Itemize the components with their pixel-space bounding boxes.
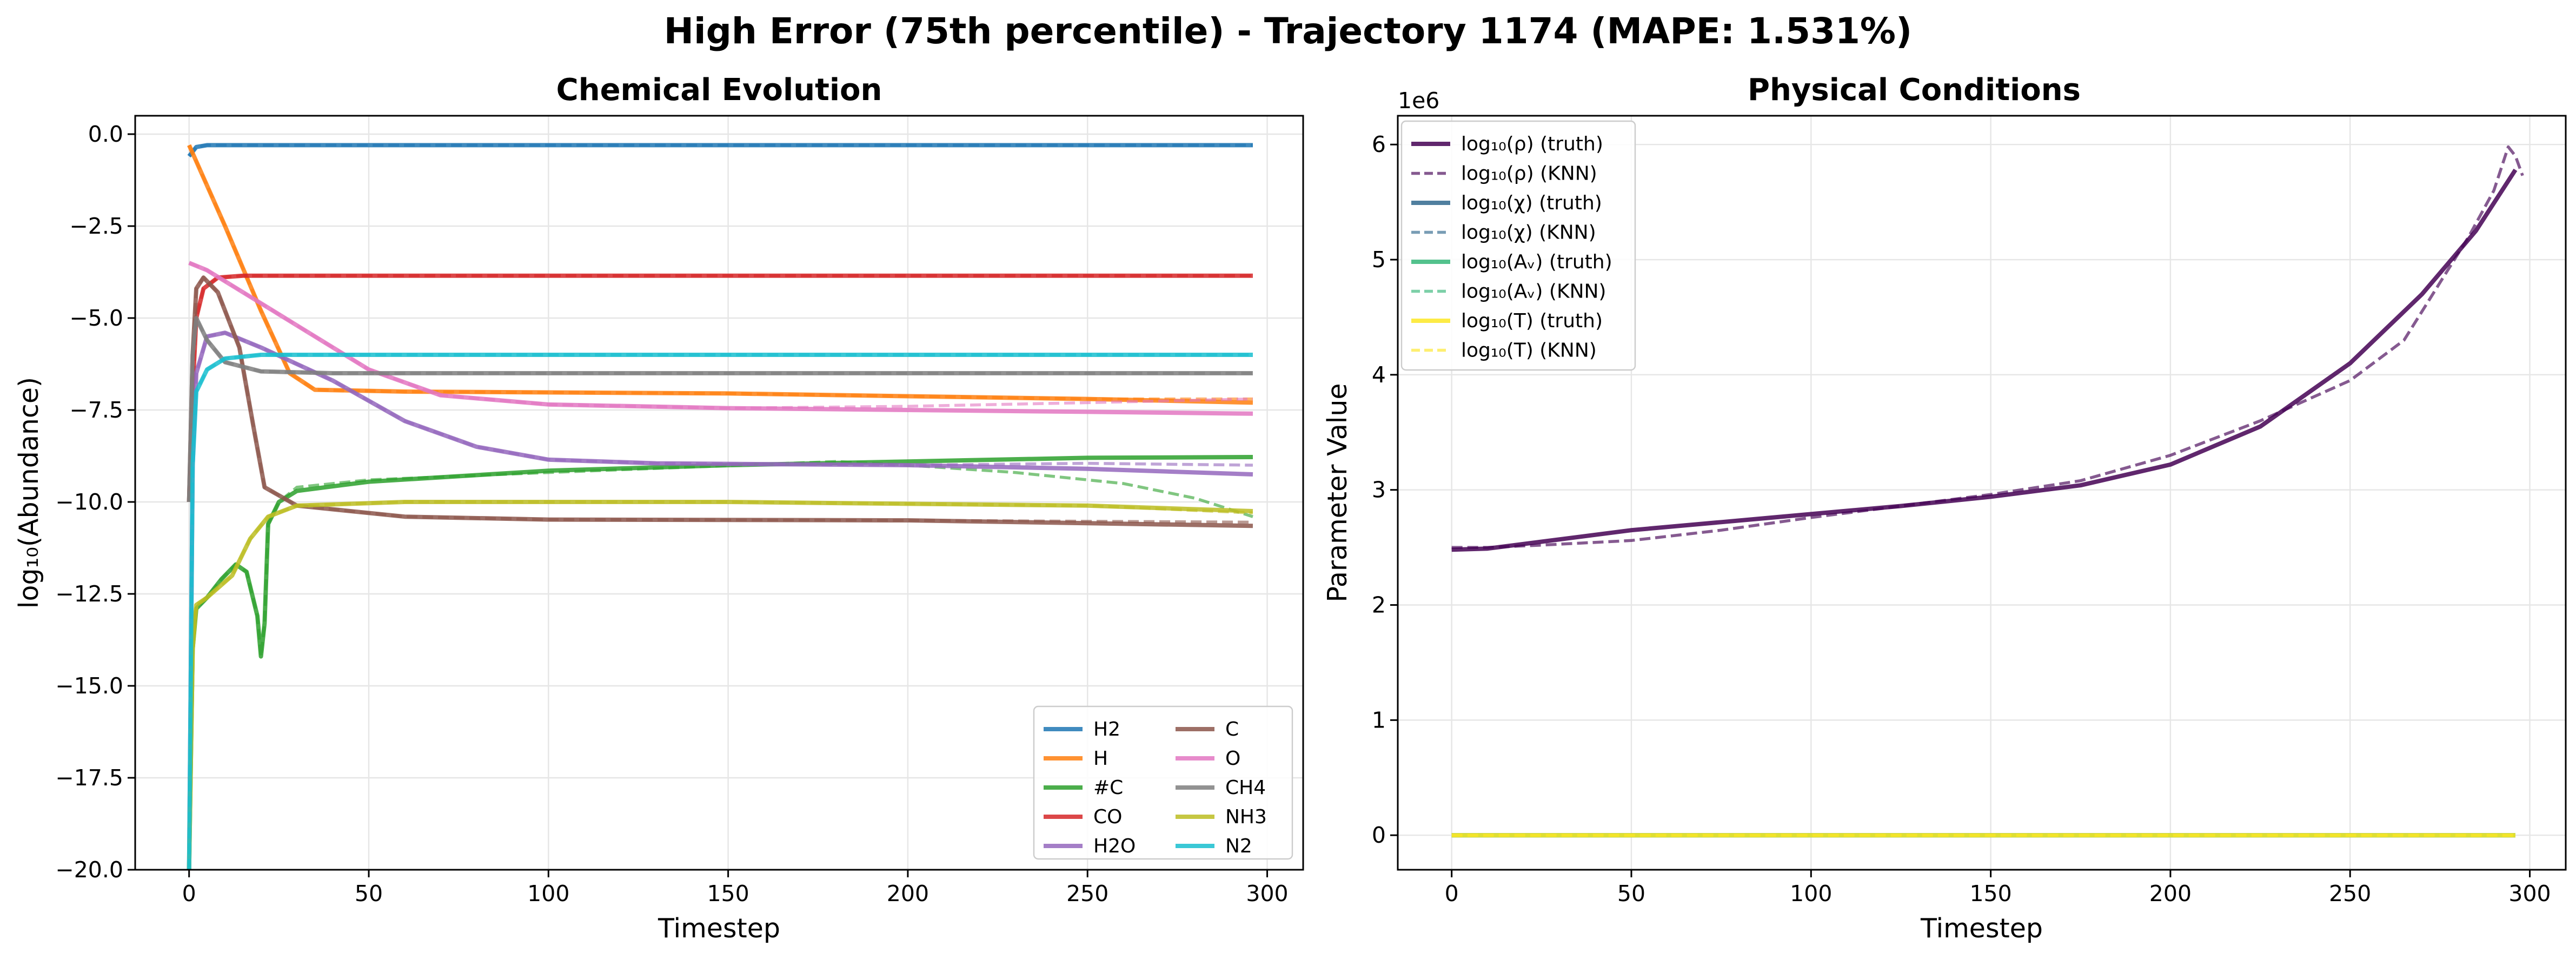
chem-xtick-label-100: 100 [527,881,569,907]
legend-label-nh3: NH3 [1225,806,1267,828]
legend-label-c: C [1225,718,1239,740]
phys-xtick-label-200: 200 [2149,881,2192,907]
chemical-evolution-panel: Chemical Evolution 0 50 100 150 200 250 300 0.0… [14,72,1304,944]
legend-label-n2: N2 [1225,835,1252,857]
chem-xtick-label-200: 200 [887,881,929,907]
chem-xtick-label-50: 50 [355,881,383,907]
physical-conditions-panel: Physical Conditions 0 50 100 150 200 250 300 0 1… [1322,72,2567,944]
chemical-evolution-ylabel: log₁₀(Abundance) [14,377,44,609]
chem-ytick-label-8: −20.0 [55,857,123,883]
legend-label-h2: H2 [1093,718,1120,740]
chem-xtick-label-250: 250 [1066,881,1108,907]
physical-conditions-legend: log₁₀(ρ) (truth) log₁₀(ρ) (KNN) log₁₀(χ) (… [1400,120,1636,371]
chemical-evolution-frame [134,115,1304,871]
legend-label-log-t-truth: log₁₀(T) (truth) [1461,310,1603,332]
phys-legend-box [1400,120,1636,371]
legend-label-log-truth: log₁₀(χ) (truth) [1461,192,1602,214]
figure-title: High Error (75th percentile) - Trajector… [664,10,1912,52]
chem-ytick-label-0: 0.0 [88,121,123,147]
physical-conditions-xlabel: Timestep [1920,913,2043,944]
physical-conditions-plot-area [1451,145,2524,838]
physical-conditions-ylabel: Parameter Value [1322,383,1353,602]
chemical-evolution-xlabel: Timestep [658,913,780,944]
physical-conditions-frame [1397,115,2567,871]
phys-xtick-label-0: 0 [1445,881,1459,907]
chem-xtick-label-0: 0 [182,881,196,907]
legend-label-log-knn: log₁₀(χ) (KNN) [1461,222,1596,244]
legend-label-c: #C [1093,777,1123,799]
phys-ytick-label-6: 6 [1372,131,1386,157]
legend-label-log-a-truth: log₁₀(Aᵥ) (truth) [1461,251,1612,273]
chem-ytick-label-7: −17.5 [55,765,123,791]
phys-xtick-label-250: 250 [2329,881,2371,907]
phys-xtick-label-50: 50 [1617,881,1645,907]
series-c-truth-line [187,275,1253,528]
chem-ytick-label-6: −15.0 [55,673,123,699]
legend-label-h2o: H2O [1093,835,1136,857]
phys-ytick-label-3: 3 [1372,477,1386,503]
chemical-evolution-title: Chemical Evolution [556,72,882,108]
chemical-evolution-legend: H2 H #C CO H2O CO CH4 NH3 N2 [1033,705,1293,860]
chem-legend-box [1033,705,1293,860]
chem-ytick-label-5: −12.5 [55,581,123,607]
chem-ytick-label-2: −5.0 [69,305,123,331]
series-h2o-pred-line [187,331,1253,870]
physical-conditions-title: Physical Conditions [1748,72,2081,108]
series-c-pred-line [187,275,1253,524]
series-nh3-pred-line [187,500,1253,870]
chemical-evolution-ticks: 0 50 100 150 200 250 300 0.0 −2.5 −5.0 −7.5 −10.0 −1… [55,121,1288,907]
phys-xtick-label-300: 300 [2508,881,2551,907]
phys-ytick-label-1: 1 [1372,707,1386,733]
chemical-evolution-plot-area [187,143,1253,870]
phys-ytick-label-5: 5 [1372,247,1386,273]
legend-label-co: CO [1093,806,1122,828]
physical-conditions-ticks: 0 50 100 150 200 250 300 0 1 2 3 4 5 6 [1372,131,2551,907]
chem-ytick-label-3: −7.5 [69,397,123,423]
chem-ytick-label-1: −2.5 [69,213,123,239]
series-h2-pred-line [188,143,1253,157]
series-h-pred-line [188,144,1253,401]
series-log-truth-line [1451,168,2518,552]
legend-label-log-knn: log₁₀(ρ) (KNN) [1461,163,1597,185]
series-o-pred-line [188,261,1253,410]
series-h2-truth-line [187,143,1253,158]
chem-xtick-label-150: 150 [707,881,749,907]
series-log-knn-line [1451,145,2524,549]
phys-ytick-label-2: 2 [1372,592,1386,618]
physical-conditions-offset-label: 1e6 [1398,88,1439,114]
legend-label-ch4: CH4 [1225,777,1266,799]
phys-ytick-label-4: 4 [1372,362,1386,388]
chem-ytick-label-4: −10.0 [55,489,123,515]
legend-label-log-truth: log₁₀(ρ) (truth) [1461,133,1603,155]
legend-label-h: H [1093,748,1108,770]
chem-xtick-label-300: 300 [1246,881,1288,907]
legend-label-log-a-knn: log₁₀(Aᵥ) (KNN) [1461,281,1606,303]
series-ch4-pred-line [187,313,1253,502]
phys-xtick-label-150: 150 [1969,881,2011,907]
series-n2-pred-line [187,353,1253,870]
phys-ytick-label-0: 0 [1372,822,1386,848]
chemical-evolution-grid [135,116,1303,871]
legend-label-o: O [1225,748,1240,770]
legend-label-log-t-knn: log₁₀(T) (KNN) [1461,340,1597,362]
phys-xtick-label-100: 100 [1790,881,1832,907]
